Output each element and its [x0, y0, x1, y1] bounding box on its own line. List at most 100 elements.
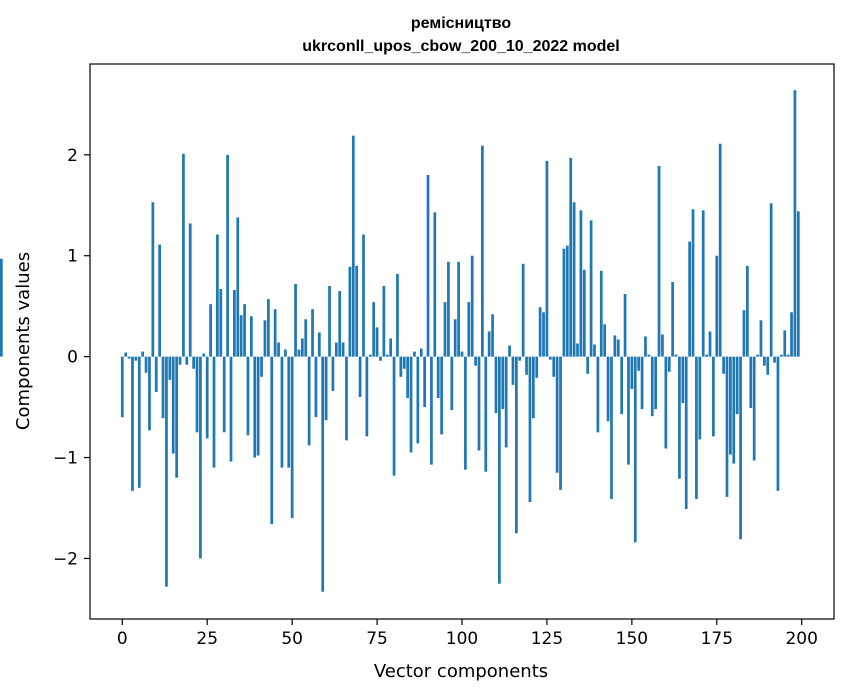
- x-tick-label: 25: [196, 629, 218, 649]
- bar: [691, 209, 695, 357]
- bar: [137, 356, 141, 488]
- bar: [450, 356, 454, 411]
- bar: [599, 270, 603, 357]
- bar: [729, 356, 732, 455]
- bar: [695, 356, 698, 499]
- bar: [569, 157, 573, 357]
- bar: [494, 356, 498, 414]
- bar: [565, 245, 569, 357]
- bar: [212, 356, 216, 468]
- bar: [576, 343, 579, 357]
- bar: [222, 356, 226, 433]
- bar: [796, 211, 800, 357]
- y-tick-label: 0: [67, 348, 78, 368]
- bar: [294, 283, 297, 357]
- bar: [498, 356, 501, 584]
- x-axis-ticks: 0 25 50 75 100 125 150 175 200: [117, 619, 818, 649]
- bar: [593, 344, 596, 357]
- bar: [216, 234, 219, 357]
- bar: [0, 258, 3, 357]
- bar: [579, 210, 583, 357]
- bar: [776, 356, 780, 491]
- bar: [664, 356, 668, 449]
- bar: [620, 356, 624, 415]
- bar: [236, 217, 240, 357]
- bar: [202, 353, 206, 357]
- bar: [627, 356, 630, 465]
- bar: [375, 327, 379, 357]
- bar: [243, 304, 246, 357]
- bar: [199, 356, 202, 559]
- bar: [752, 356, 756, 461]
- bar: [732, 356, 736, 464]
- bar: [331, 356, 335, 391]
- bar: [124, 352, 128, 357]
- bar: [314, 356, 318, 418]
- bar: [419, 348, 423, 357]
- bar: [154, 356, 158, 392]
- bar: [182, 153, 185, 357]
- bar: [426, 175, 430, 357]
- bar: [562, 248, 566, 357]
- bar: [338, 291, 342, 357]
- bar: [637, 356, 641, 371]
- plot-frame: [89, 63, 835, 620]
- bar: [328, 286, 331, 357]
- bar: [188, 223, 192, 357]
- bar: [630, 356, 634, 389]
- bar: [735, 356, 739, 415]
- bars-group: [0, 90, 800, 592]
- bar: [233, 290, 236, 357]
- bar: [684, 356, 688, 510]
- bar: [718, 143, 722, 357]
- bar: [671, 281, 674, 357]
- bar: [341, 342, 345, 357]
- bar: [712, 356, 715, 437]
- bar: [321, 356, 325, 592]
- x-tick-label: 75: [366, 629, 388, 649]
- bar: [589, 220, 593, 357]
- y-tick-label: −2: [53, 549, 78, 569]
- bar: [290, 356, 294, 519]
- bar: [300, 338, 304, 357]
- bar: [531, 356, 535, 419]
- bar: [650, 356, 654, 417]
- bar: [348, 266, 352, 357]
- bar: [304, 319, 308, 357]
- bar: [148, 356, 151, 431]
- bar: [297, 349, 301, 357]
- bar: [610, 356, 613, 499]
- bar: [715, 255, 719, 357]
- bar: [389, 338, 393, 357]
- bar: [582, 269, 586, 357]
- bar: [739, 356, 742, 540]
- bar: [273, 309, 277, 357]
- bar: [657, 165, 661, 357]
- bar: [382, 286, 386, 357]
- bar: [616, 339, 620, 357]
- bar: [260, 356, 263, 377]
- bar: [277, 342, 280, 357]
- bar: [586, 356, 590, 374]
- bar: [572, 202, 576, 357]
- bar: [515, 356, 518, 534]
- bar: [759, 320, 763, 357]
- bar: [725, 356, 729, 497]
- bar: [362, 234, 365, 357]
- x-tick-label: 200: [785, 629, 817, 649]
- bar: [141, 351, 145, 357]
- bar: [270, 356, 274, 525]
- bar: [345, 356, 348, 441]
- bar: [742, 310, 746, 357]
- bar: [365, 356, 369, 437]
- bar: [423, 356, 426, 408]
- bar: [766, 356, 770, 375]
- bar: [229, 356, 233, 462]
- bar: [793, 90, 797, 357]
- x-axis-label: Vector components: [374, 661, 548, 682]
- bar: [518, 356, 522, 361]
- bar: [511, 356, 515, 385]
- bar: [144, 356, 148, 373]
- y-tick-label: 1: [67, 247, 78, 267]
